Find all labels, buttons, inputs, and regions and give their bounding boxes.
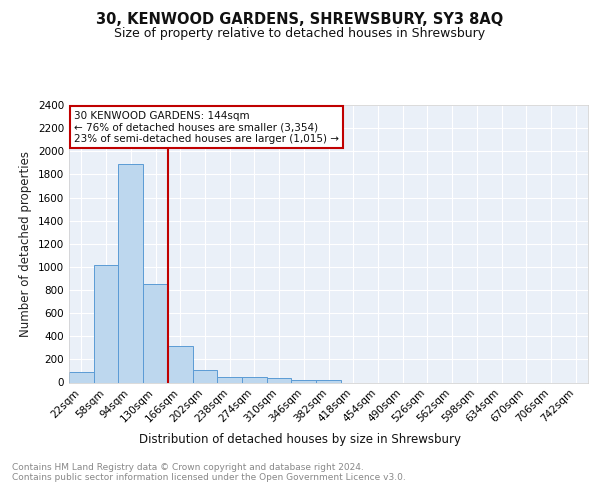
Text: Distribution of detached houses by size in Shrewsbury: Distribution of detached houses by size …	[139, 432, 461, 446]
Bar	[316, 380, 341, 382]
Bar	[217, 376, 242, 382]
Bar	[69, 372, 94, 382]
Bar	[143, 284, 168, 382]
Bar	[267, 378, 292, 382]
Y-axis label: Number of detached properties: Number of detached properties	[19, 151, 32, 337]
Text: 30 KENWOOD GARDENS: 144sqm
← 76% of detached houses are smaller (3,354)
23% of s: 30 KENWOOD GARDENS: 144sqm ← 76% of deta…	[74, 110, 339, 144]
Bar	[193, 370, 217, 382]
Text: Size of property relative to detached houses in Shrewsbury: Size of property relative to detached ho…	[115, 28, 485, 40]
Bar	[118, 164, 143, 382]
Text: 30, KENWOOD GARDENS, SHREWSBURY, SY3 8AQ: 30, KENWOOD GARDENS, SHREWSBURY, SY3 8AQ	[97, 12, 503, 28]
Bar	[242, 378, 267, 382]
Text: Contains HM Land Registry data © Crown copyright and database right 2024.
Contai: Contains HM Land Registry data © Crown c…	[12, 462, 406, 482]
Bar	[94, 265, 118, 382]
Bar	[168, 346, 193, 383]
Bar	[292, 380, 316, 382]
